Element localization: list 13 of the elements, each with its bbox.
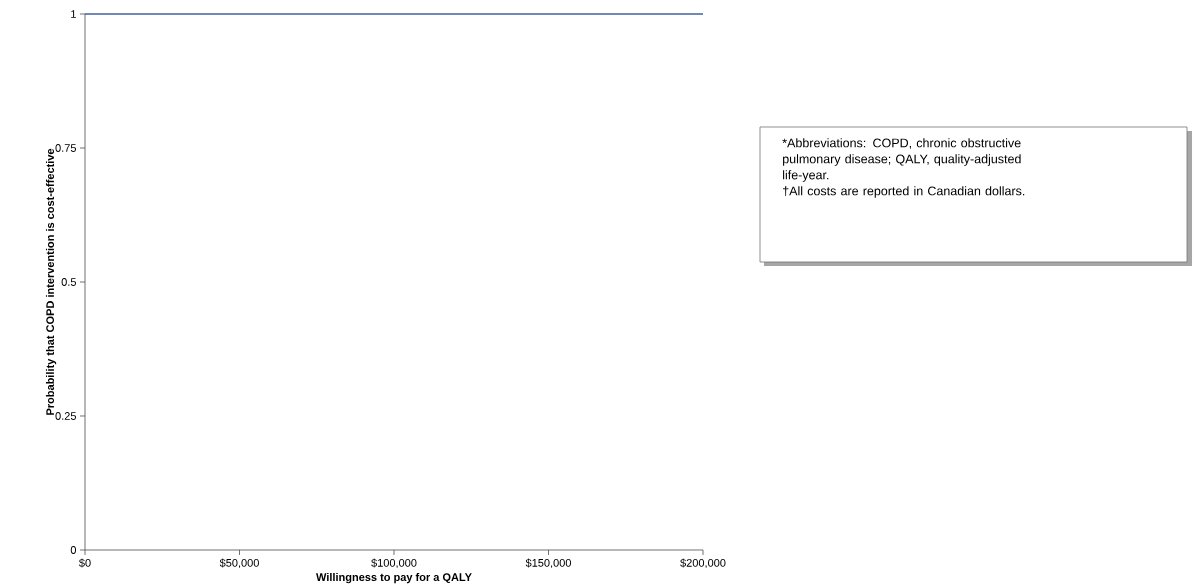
y-tick-label: 0 <box>70 546 77 555</box>
text: †All costs are reported in Canadian dollars. <box>783 186 1025 199</box>
y-tick-label: 1 <box>71 10 76 18</box>
x-axis-title: Willingness to pay for a QALY <box>316 573 472 584</box>
y-tick-label: 0.5 <box>61 278 76 287</box>
y-tick-label: 0.25 <box>55 412 76 421</box>
x-tick-label: $0 <box>79 558 91 568</box>
x-tick-label: $50,000 <box>219 558 259 569</box>
x-tick-label: $200,000 <box>680 558 726 569</box>
x-tick-label: $100,000 <box>371 558 417 569</box>
y-tick-label: 0.75 <box>55 144 76 153</box>
x-tick-label: $150,000 <box>525 558 571 569</box>
text: *Abbreviations: COPD, chronic obstructive pulmonary disease; QALY, quality-adjusted life-year. <box>782 138 1021 183</box>
